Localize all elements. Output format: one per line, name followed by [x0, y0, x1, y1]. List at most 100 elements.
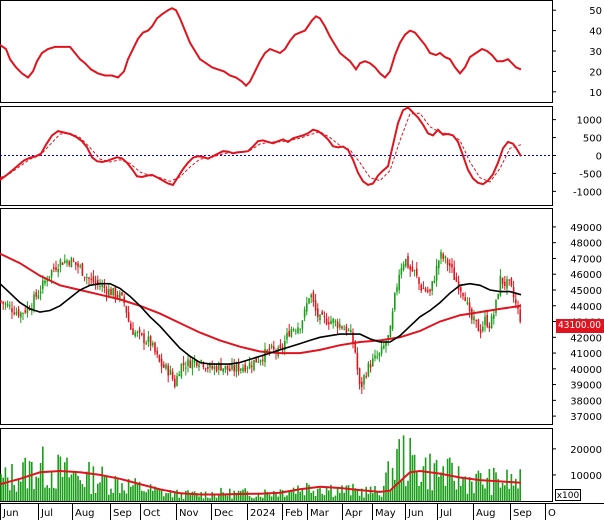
volume-bar — [363, 497, 365, 501]
candle-body — [466, 301, 469, 304]
volume-bar — [152, 490, 154, 501]
volume-bar — [281, 490, 284, 501]
volume-bar — [235, 492, 238, 501]
candle-body — [266, 349, 268, 352]
volume-bar — [277, 496, 279, 501]
volume-bar — [233, 490, 235, 501]
volume-bar — [501, 482, 504, 501]
candle-body — [433, 280, 436, 283]
candle-body — [200, 360, 202, 362]
candle-body — [387, 335, 389, 340]
volume-bar — [376, 491, 378, 501]
volume-bar — [198, 496, 200, 501]
volume-bar — [33, 489, 35, 501]
candle-body — [244, 364, 246, 372]
volume-bar — [297, 485, 299, 501]
volume-bar — [396, 449, 398, 501]
volume-bar — [141, 490, 143, 501]
volume-bar — [156, 489, 158, 501]
volume-bar — [116, 479, 119, 501]
candle-body — [323, 316, 326, 318]
candle-body — [90, 278, 92, 280]
volume-bar — [17, 478, 20, 501]
candle-body — [508, 279, 510, 281]
y-tick-label: 45000 — [570, 286, 602, 297]
candle-body — [431, 281, 433, 291]
candle-body — [495, 299, 497, 313]
volume-bar — [446, 458, 449, 501]
volume-bar — [134, 478, 136, 501]
volume-bar — [506, 469, 508, 501]
volume-bar — [99, 482, 101, 501]
y-tick-label: -1000 — [573, 187, 602, 198]
candle-body — [255, 356, 257, 363]
signal-line — [0, 112, 522, 183]
candle-body — [242, 367, 244, 372]
candle-body — [86, 277, 88, 279]
candle-body — [453, 267, 455, 280]
volume-bar — [204, 491, 207, 501]
volume-bar — [407, 480, 409, 501]
oscillator-top-line — [0, 7, 522, 88]
volume-bar — [242, 489, 244, 501]
candle-body — [167, 365, 169, 376]
candle-body — [138, 329, 141, 333]
candle-body — [347, 329, 350, 331]
candle-body — [325, 318, 328, 325]
volume-bar — [422, 466, 425, 501]
volume-bar — [246, 491, 249, 501]
x-tick-label: Jul — [439, 508, 452, 519]
candle-body — [169, 369, 172, 375]
volume-bar — [347, 485, 350, 501]
candle-body — [270, 345, 273, 348]
candle-body — [160, 358, 163, 367]
volume-bar — [92, 466, 95, 501]
candle-body — [262, 359, 264, 361]
candle-body — [292, 329, 295, 331]
x-tick-label: Oct — [143, 508, 160, 519]
candle-body — [204, 368, 207, 370]
candle-body — [429, 289, 431, 292]
candle-body — [103, 285, 106, 289]
candle-body — [468, 302, 471, 312]
candle-body — [42, 280, 44, 290]
volume-bar — [101, 466, 103, 501]
candle-body — [233, 365, 235, 372]
volume-bar — [420, 481, 422, 501]
x-tick-label: 2024 — [250, 508, 275, 519]
y-tick-label: 10 — [589, 88, 602, 99]
x-tick-label: Mar — [310, 508, 330, 519]
volume-bar — [273, 490, 275, 501]
x-tick-label: Sep — [113, 508, 132, 519]
candle-body — [389, 325, 392, 338]
candle-body — [211, 366, 213, 369]
candle-body — [46, 280, 48, 282]
volume-bar — [325, 487, 328, 501]
volume-unit-label: x100 — [555, 489, 581, 501]
x-tick-label: O — [548, 508, 556, 519]
volume-bar — [378, 495, 381, 501]
candle-body — [68, 261, 70, 265]
candle-body — [402, 264, 405, 270]
volume-bar — [372, 493, 374, 501]
candle-body — [248, 362, 251, 369]
x-tick-label: Aug — [476, 508, 496, 519]
candle-body — [0, 300, 2, 302]
volume-bar — [176, 489, 178, 501]
volume-bar — [50, 470, 53, 501]
candle-body — [17, 309, 20, 317]
volume-bar — [336, 487, 339, 501]
candle-body — [240, 368, 242, 371]
candle-body — [416, 268, 418, 276]
candle-body — [141, 333, 143, 335]
volume-bar — [303, 495, 306, 501]
volume-bar — [279, 489, 282, 501]
candle-body — [127, 312, 130, 322]
volume-bar — [13, 484, 15, 501]
candle-body — [400, 268, 403, 275]
volume-bar — [433, 463, 436, 501]
candle-body — [367, 363, 370, 377]
y-tick-label: 500 — [583, 134, 602, 145]
candle-body — [519, 309, 521, 322]
volume-bar — [367, 494, 370, 501]
